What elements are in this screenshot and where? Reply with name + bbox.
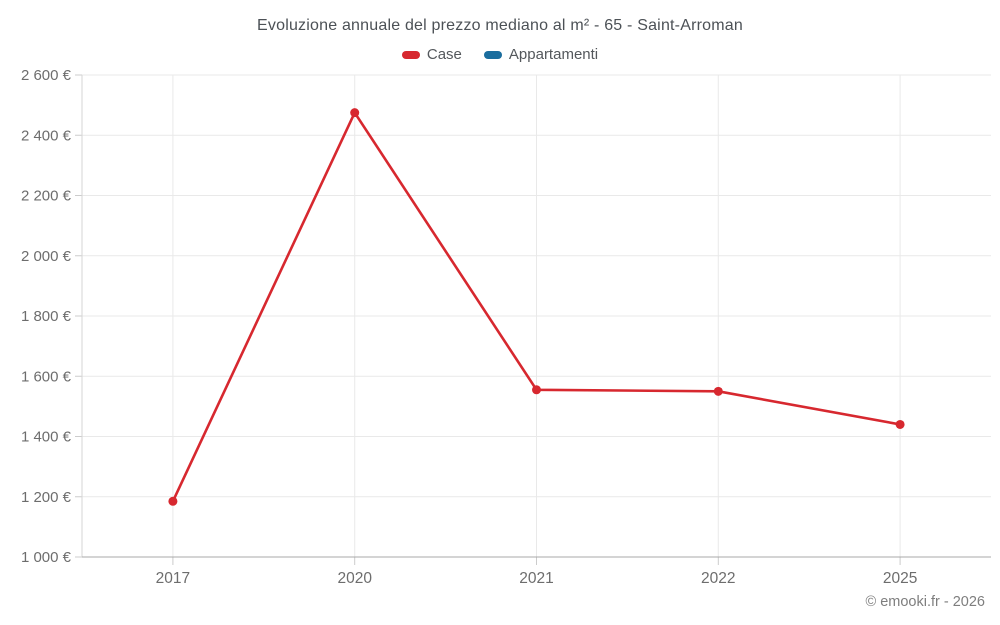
data-point[interactable] [350,108,360,118]
y-axis-label: 2 400 € [21,127,72,144]
chart-title: Evoluzione annuale del prezzo mediano al… [257,17,743,34]
axes [75,74,991,565]
x-axis-label: 2021 [519,570,553,587]
legend-label: Appartamenti [508,46,599,63]
y-axis-label: 1 200 € [21,489,72,506]
data-point[interactable] [895,419,905,429]
data-point[interactable] [713,386,723,396]
y-axis-label: 2 600 € [21,67,72,84]
data-point[interactable] [168,496,178,506]
copyright-text: © emooki.fr - 2026 [865,594,985,610]
y-axis-label: 2 000 € [21,248,72,265]
legend-item-case[interactable]: Case [401,46,462,63]
gridlines [82,74,991,558]
axis-labels: 1 000 € 1 200 € 1 400 € 1 600 € 1 800 € 2 000… [21,67,917,587]
y-axis-label: 1 400 € [21,429,72,446]
legend-swatch [483,50,502,59]
y-axis-label: 1 600 € [21,368,72,385]
series [168,108,905,506]
x-axis-label: 2017 [156,570,190,587]
data-point[interactable] [532,385,541,395]
legend-item-appartamenti[interactable]: Appartamenti [483,46,599,63]
y-axis-label: 1 000 € [21,549,72,566]
x-axis-label: 2025 [883,570,917,587]
y-axis-label: 2 200 € [21,188,72,205]
legend: Case Appartamenti [0,46,1000,63]
y-axis-label: 1 800 € [21,308,72,325]
legend-label: Case [426,46,462,63]
legend-swatch [401,50,420,59]
x-axis-label: 2022 [701,570,735,587]
x-axis-label: 2020 [337,570,372,587]
